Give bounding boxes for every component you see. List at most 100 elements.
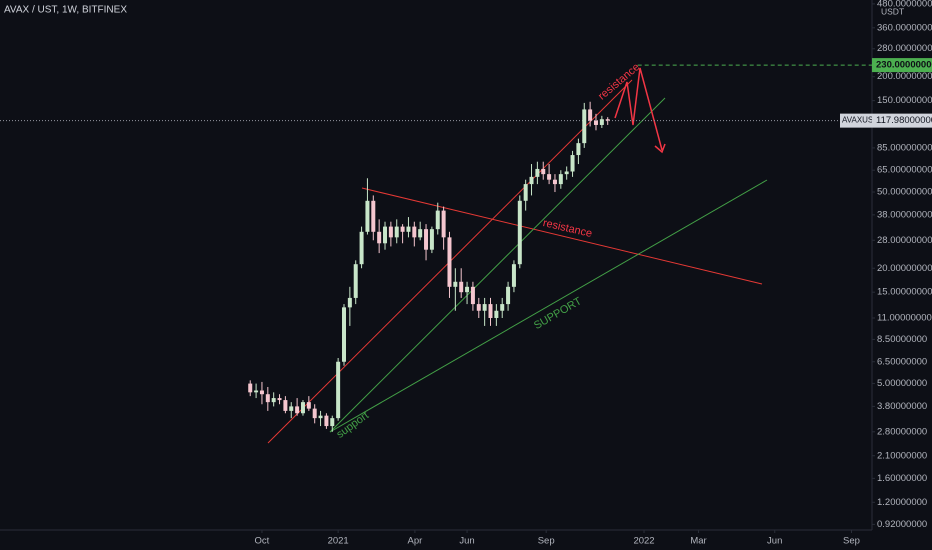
y-tick-label: 1.60000000 xyxy=(877,473,927,484)
last-price-label: 117.98000000 xyxy=(876,115,932,126)
candle-body xyxy=(535,168,540,177)
candle-body xyxy=(412,226,417,238)
candle-body xyxy=(465,286,470,293)
candle-body xyxy=(259,390,264,395)
candle-body xyxy=(324,415,329,427)
x-tick-label: Mar xyxy=(690,536,706,547)
candle-body xyxy=(271,398,276,403)
candle-body xyxy=(453,281,458,287)
candle-body xyxy=(295,406,300,414)
y-tick-label: 1.20000000 xyxy=(877,497,927,508)
candle-body xyxy=(377,231,382,244)
candle-body xyxy=(523,184,528,201)
x-tick-label: Oct xyxy=(255,536,270,547)
candle-body xyxy=(593,120,598,125)
candle-body xyxy=(418,229,423,238)
candle-body xyxy=(517,200,522,265)
x-tick-label: Sep xyxy=(538,536,555,547)
candle-body xyxy=(494,310,499,318)
candle-body xyxy=(547,174,552,180)
candle-body xyxy=(330,418,335,427)
candle-body xyxy=(353,264,358,298)
y-tick-label: 360.00000000 xyxy=(877,22,932,33)
y-tick-label: 15.00000000 xyxy=(877,287,932,298)
candle-body xyxy=(605,119,610,121)
candle-body xyxy=(488,304,493,318)
candle-body xyxy=(529,176,534,185)
candle-body xyxy=(459,281,464,293)
y-tick-label: 480.00000000 xyxy=(877,0,932,9)
y-tick-label: 280.00000000 xyxy=(877,43,932,54)
candle-body xyxy=(394,226,399,238)
candle-body xyxy=(541,168,546,175)
y-tick-label: 150.00000000 xyxy=(877,95,932,106)
candle-body xyxy=(306,402,311,409)
y-tick-label: 28.00000000 xyxy=(877,235,932,246)
candle-body xyxy=(312,408,317,419)
y-tick-label: 8.50000000 xyxy=(877,334,927,345)
target-label-box xyxy=(872,58,932,73)
y-tick-label: 2.80000000 xyxy=(877,426,927,437)
candle-body xyxy=(265,394,270,403)
unit-label: USDT xyxy=(881,6,904,16)
candle-body xyxy=(552,179,557,185)
candle-body xyxy=(336,361,341,419)
candle-body xyxy=(283,400,288,411)
candle-body xyxy=(347,297,352,308)
target-label: 230.00000000 xyxy=(876,60,932,71)
candle-body xyxy=(248,383,253,393)
candle-body xyxy=(511,264,516,287)
y-tick-label: 6.50000000 xyxy=(877,356,927,367)
candle-body xyxy=(424,229,429,250)
x-tick-label: Jun xyxy=(459,536,474,547)
candle-body xyxy=(476,304,481,311)
symbol-label: AVAXUST xyxy=(842,116,878,125)
y-tick-label: 5.00000000 xyxy=(877,378,927,389)
resistance-line xyxy=(361,187,763,285)
projection-arrow xyxy=(614,67,663,151)
y-tick-label: 38.00000000 xyxy=(877,209,932,220)
candle-body xyxy=(400,226,405,232)
candle-body xyxy=(318,415,323,419)
candle-body xyxy=(447,237,452,287)
candle-body xyxy=(500,304,505,311)
candle-body xyxy=(277,398,282,401)
candle-body xyxy=(429,229,434,250)
y-tick-label: 50.00000000 xyxy=(877,187,932,198)
y-tick-label: 0.92000000 xyxy=(877,519,927,530)
candle-body xyxy=(388,226,393,238)
candle-body xyxy=(482,304,487,311)
candle-body xyxy=(564,171,569,175)
y-tick-label: 85.00000000 xyxy=(877,142,932,153)
support-line xyxy=(329,179,768,433)
candle-body xyxy=(588,109,593,121)
candle-body xyxy=(441,210,446,238)
y-tick-label: 20.00000000 xyxy=(877,263,932,274)
x-tick-label: 2021 xyxy=(328,536,349,547)
candle-body xyxy=(576,143,581,156)
candle-body xyxy=(341,307,346,362)
candle-body xyxy=(558,174,563,185)
y-tick-label: 3.80000000 xyxy=(877,401,927,412)
y-tick-label: 2.10000000 xyxy=(877,450,927,461)
candle-body xyxy=(582,109,587,144)
x-tick-label: Apr xyxy=(408,536,423,547)
x-tick-label: Sep xyxy=(843,536,860,547)
candle-body xyxy=(289,406,294,411)
candle-body xyxy=(359,231,364,265)
chart-title: AVAX / UST, 1W, BITFINEX xyxy=(4,5,127,16)
y-tick-label: 65.00000000 xyxy=(877,165,932,176)
y-tick-label: 11.00000000 xyxy=(877,313,932,324)
arrow-head xyxy=(654,143,666,154)
y-tick-label: 200.00000000 xyxy=(877,71,932,82)
candle-body xyxy=(406,226,411,232)
candle-body xyxy=(570,155,575,172)
candle-body xyxy=(506,286,511,305)
candle-body xyxy=(470,286,475,305)
candle-body xyxy=(383,226,388,244)
candle-body xyxy=(254,390,259,393)
support-line xyxy=(329,97,666,433)
x-tick-label: Jun xyxy=(767,536,782,547)
candle-body xyxy=(371,200,376,232)
